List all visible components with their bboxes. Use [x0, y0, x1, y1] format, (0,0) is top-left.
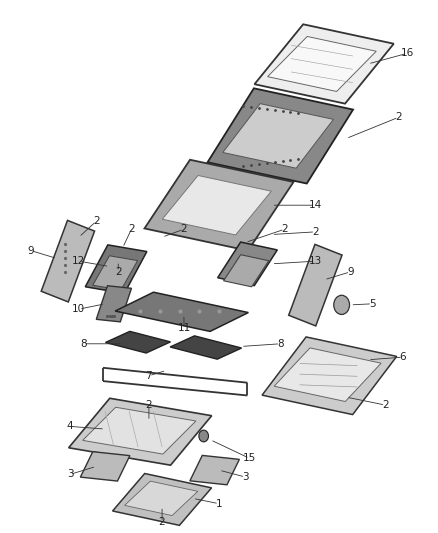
Polygon shape: [113, 473, 212, 526]
Text: 14: 14: [309, 200, 322, 210]
Text: 2: 2: [128, 224, 135, 234]
Text: 16: 16: [401, 49, 414, 58]
Polygon shape: [41, 220, 95, 302]
Circle shape: [199, 430, 208, 442]
Text: 10: 10: [72, 304, 85, 314]
Circle shape: [334, 295, 350, 314]
Text: 2: 2: [145, 400, 152, 410]
Polygon shape: [218, 242, 277, 286]
Text: 2: 2: [93, 216, 100, 226]
Text: 9: 9: [347, 267, 354, 277]
Polygon shape: [81, 451, 130, 481]
Polygon shape: [96, 286, 131, 322]
Polygon shape: [106, 332, 170, 353]
Text: 3: 3: [67, 470, 74, 479]
Polygon shape: [190, 455, 239, 485]
Polygon shape: [254, 25, 394, 103]
Polygon shape: [274, 348, 381, 401]
Text: 5: 5: [369, 299, 376, 309]
Text: 12: 12: [72, 256, 85, 266]
Polygon shape: [223, 255, 269, 287]
Polygon shape: [145, 160, 293, 251]
Text: 2: 2: [312, 227, 319, 237]
Polygon shape: [268, 36, 376, 92]
Text: 4: 4: [67, 422, 74, 431]
Polygon shape: [289, 244, 342, 326]
Polygon shape: [69, 398, 212, 465]
Text: 6: 6: [399, 352, 406, 362]
Text: 2: 2: [115, 267, 122, 277]
Polygon shape: [93, 256, 138, 290]
Text: 3: 3: [242, 472, 249, 482]
Text: 2: 2: [395, 112, 402, 122]
Text: 9: 9: [27, 246, 34, 255]
Text: 2: 2: [382, 400, 389, 410]
Text: 2: 2: [180, 224, 187, 234]
Polygon shape: [115, 292, 248, 332]
Text: 8: 8: [80, 339, 87, 349]
Polygon shape: [223, 103, 333, 168]
Polygon shape: [208, 88, 353, 183]
Text: 1: 1: [215, 499, 223, 508]
Text: 2: 2: [281, 224, 288, 234]
Polygon shape: [124, 481, 198, 515]
Text: 7: 7: [145, 371, 152, 381]
Text: 15: 15: [243, 454, 256, 463]
Text: 8: 8: [277, 339, 284, 349]
Text: 11: 11: [177, 323, 191, 333]
Polygon shape: [162, 175, 271, 235]
Polygon shape: [170, 336, 242, 359]
Text: 2: 2: [159, 518, 166, 527]
Text: 13: 13: [309, 256, 322, 266]
Polygon shape: [85, 245, 147, 294]
Polygon shape: [83, 407, 196, 454]
Polygon shape: [262, 337, 397, 415]
